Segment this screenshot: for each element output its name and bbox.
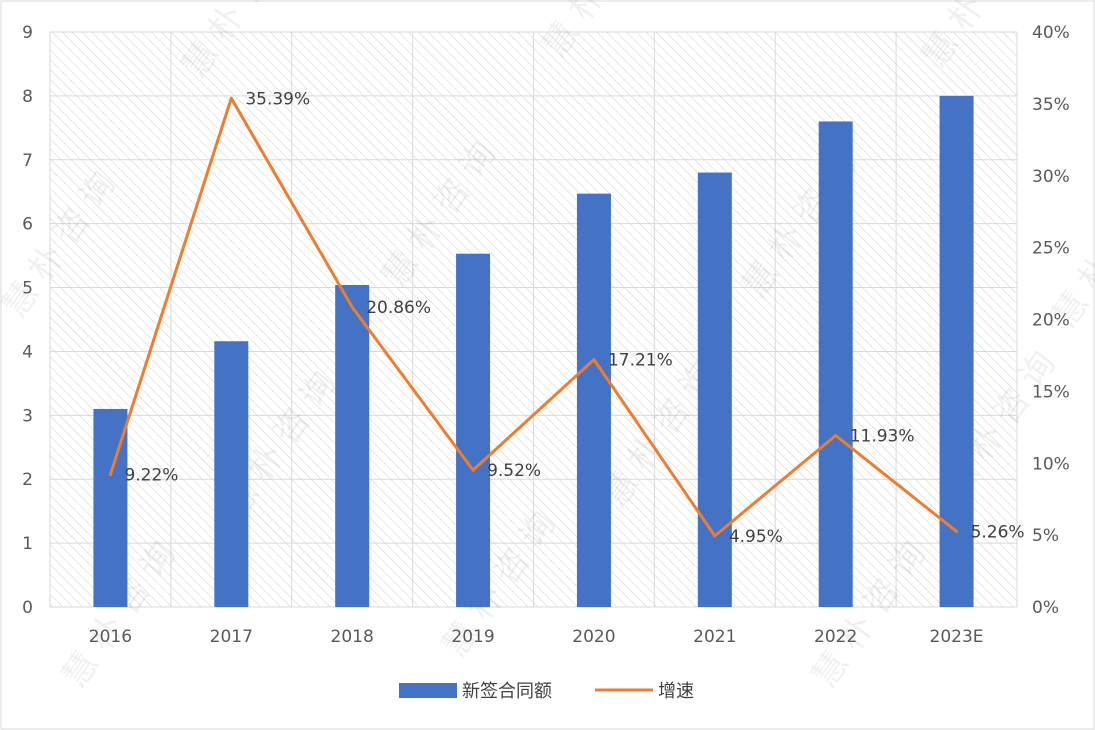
right-tick-label: 30% — [1032, 167, 1070, 187]
left-tick-label: 3 — [22, 406, 33, 426]
line-point — [592, 358, 596, 362]
left-tick-label: 4 — [22, 342, 33, 362]
right-tick-label: 20% — [1032, 311, 1070, 331]
x-tick-label: 2019 — [451, 627, 494, 647]
bar — [697, 172, 732, 608]
data-label: 9.52% — [487, 461, 541, 481]
right-tick-label: 25% — [1032, 239, 1070, 259]
left-tick-label: 2 — [22, 470, 33, 490]
left-y-axis: 0 1 2 3 4 5 6 7 8 9 — [22, 23, 33, 618]
right-tick-label: 0% — [1032, 598, 1059, 618]
left-tick-label: 9 — [22, 23, 33, 43]
data-label: 5.26% — [971, 522, 1025, 542]
left-tick-label: 6 — [22, 215, 33, 235]
data-label: 35.39% — [245, 89, 310, 109]
right-tick-label: 35% — [1032, 95, 1070, 115]
x-axis: 2016 2017 2018 2019 2020 2021 2022 2023E — [89, 627, 984, 647]
bar — [576, 193, 611, 607]
line-point — [350, 305, 354, 309]
bar — [818, 121, 853, 607]
data-label: 17.21% — [608, 351, 673, 371]
line-point — [229, 96, 233, 100]
data-label: 20.86% — [366, 298, 431, 318]
bar — [456, 253, 491, 607]
line-point — [955, 529, 959, 533]
bar-series — [93, 95, 974, 608]
gridlines — [49, 31, 1018, 608]
data-label: 11.93% — [850, 427, 915, 447]
right-tick-label: 40% — [1032, 23, 1070, 43]
x-tick-label: 2020 — [572, 627, 615, 647]
legend-label-bar: 新签合同额 — [462, 681, 552, 702]
x-tick-label: 2016 — [89, 627, 132, 647]
bar — [214, 341, 249, 607]
right-tick-label: 15% — [1032, 382, 1070, 402]
left-tick-label: 1 — [22, 534, 33, 554]
line-point — [471, 468, 475, 472]
left-tick-label: 0 — [22, 598, 33, 618]
line-point — [108, 472, 112, 476]
left-tick-label: 8 — [22, 87, 33, 107]
growth-line — [108, 96, 959, 538]
left-tick-label: 7 — [22, 151, 33, 171]
x-tick-label: 2022 — [814, 627, 857, 647]
bar — [335, 285, 370, 607]
x-tick-label: 2021 — [693, 627, 736, 647]
data-labels: 9.22% 35.39% 20.86% 9.52% 17.21% 4.95% 11.93% 5… — [124, 89, 1024, 547]
right-tick-label: 5% — [1032, 526, 1059, 546]
x-tick-label: 2017 — [210, 627, 253, 647]
left-tick-label: 5 — [22, 279, 33, 299]
x-tick-label: 2018 — [331, 627, 374, 647]
x-tick-label: 2023E — [930, 627, 984, 647]
line-point — [713, 534, 717, 538]
legend: 新签合同额 增速 — [399, 681, 694, 702]
right-tick-label: 10% — [1032, 454, 1070, 474]
legend-swatch-bar — [399, 683, 457, 698]
right-y-axis: 0% 5% 10% 15% 20% 25% 30% 35% 40% — [1032, 23, 1070, 618]
line-point — [834, 434, 838, 438]
line-series — [108, 96, 959, 538]
data-label: 4.95% — [729, 527, 783, 547]
legend-label-line: 增速 — [658, 681, 694, 702]
data-label: 9.22% — [124, 465, 178, 485]
